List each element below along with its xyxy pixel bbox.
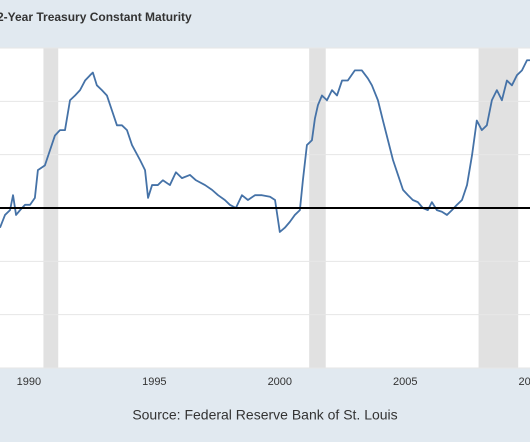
- line-series: [0, 59, 530, 233]
- x-tick-label: 2005: [393, 376, 417, 388]
- plot: 1990 1995 2000 2005 2010: [0, 47, 530, 388]
- x-tick-label: 2000: [268, 376, 292, 388]
- chart-title: 2-Year Treasury Constant Maturity: [0, 10, 192, 24]
- x-tick-label: 1995: [142, 376, 166, 388]
- x-tick-label: 1990: [17, 376, 41, 388]
- x-tick-label: 2010: [519, 376, 530, 388]
- source: Source: Federal Reserve Bank of St. Loui…: [132, 407, 397, 423]
